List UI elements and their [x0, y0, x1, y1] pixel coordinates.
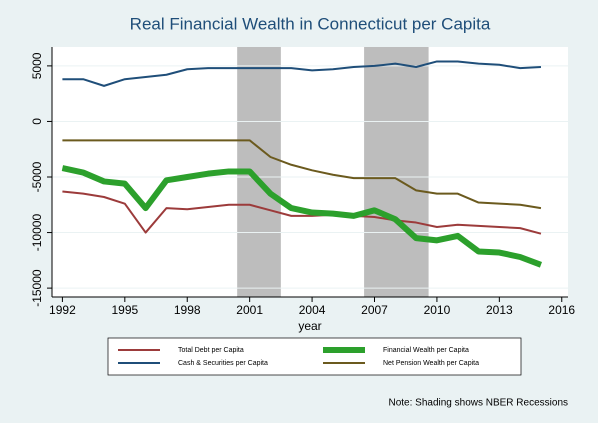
x-tick-label: 2007	[361, 303, 388, 317]
y-tick-label: -5000	[30, 161, 44, 192]
y-tick-label: -10000	[30, 214, 44, 252]
series-line	[62, 139, 542, 210]
legend-box	[107, 337, 522, 376]
note: Note: Shading shows NBER Recessions	[388, 398, 568, 409]
x-tick-label: 2013	[486, 303, 513, 317]
x-tick-label: 1998	[174, 303, 201, 317]
x-tick-label: 1995	[111, 303, 138, 317]
chart-title: Real Financial Wealth in Connecticut per…	[130, 14, 491, 33]
y-tick-label: 0	[30, 118, 44, 125]
legend-label: Financial Wealth per Capita	[383, 347, 469, 354]
x-tick-label: 2016	[548, 303, 575, 317]
legend-label: Total Debt per Capita	[178, 347, 244, 354]
legend-label: Cash & Securities per Capita	[178, 360, 268, 367]
x-tick-label: 2010	[424, 303, 451, 317]
y-tick-label: -15000	[30, 269, 44, 307]
series-line	[62, 190, 542, 235]
legend-label: Net Pension Wealth per Capita	[383, 360, 479, 367]
series-line	[61, 165, 543, 268]
x-tick-label: 2001	[236, 303, 263, 317]
y-tick-label: 5000	[30, 52, 44, 79]
x-tick-label: 2004	[299, 303, 326, 317]
recession-band	[364, 47, 429, 297]
x-axis-label: year	[298, 319, 321, 333]
x-tick-label: 1992	[49, 303, 76, 317]
series-line	[62, 60, 542, 87]
plot-area	[52, 47, 568, 297]
